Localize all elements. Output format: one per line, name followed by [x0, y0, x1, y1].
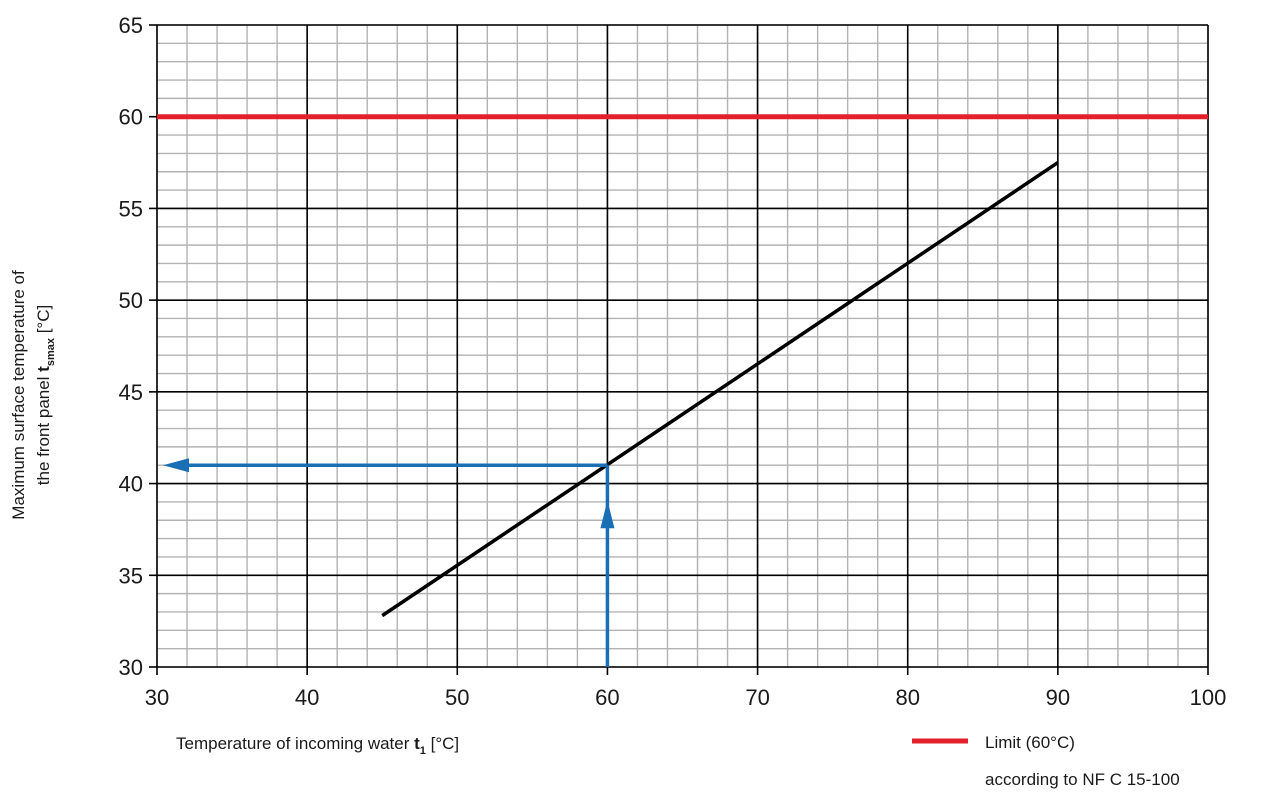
annotation-group — [163, 458, 615, 667]
x-tick-label: 50 — [445, 685, 469, 710]
minor-grid — [156, 24, 1209, 668]
y-axis-label-line1: Maximum surface temperature of — [9, 270, 28, 520]
x-tick-label: 70 — [745, 685, 769, 710]
reading-arrowhead-left — [163, 458, 189, 473]
y-tick-label: 40 — [119, 472, 143, 497]
x-tick-label: 40 — [295, 685, 319, 710]
y-axis-label-line2: the front panel tsmax [°C] — [34, 305, 57, 485]
y-tick-label: 50 — [119, 288, 143, 313]
series-group — [157, 114, 1208, 618]
series-line-surface-temperature — [381, 161, 1059, 618]
x-tick-label: 100 — [1190, 685, 1227, 710]
x-tick-label: 90 — [1046, 685, 1070, 710]
y-tick-label: 60 — [119, 105, 143, 130]
legend-label-line1: Limit (60°C) — [985, 733, 1075, 752]
y-tick-label: 35 — [119, 563, 143, 588]
y-tick-labels: 30 35 40 45 50 55 60 65 — [119, 13, 157, 680]
legend-label-line2: according to NF C 15-100 — [985, 770, 1180, 789]
major-grid — [156, 24, 1209, 668]
y-tick-label: 65 — [119, 13, 143, 38]
reading-arrowhead-up — [600, 500, 615, 529]
x-tick-label: 80 — [895, 685, 919, 710]
x-tick-labels: 30 40 50 60 70 80 90 100 — [145, 667, 1227, 710]
x-tick-label: 30 — [145, 685, 169, 710]
x-tick-label: 60 — [595, 685, 619, 710]
y-tick-label: 55 — [119, 196, 143, 221]
legend: Limit (60°C) according to NF C 15-100 — [912, 733, 1180, 789]
y-tick-label: 45 — [119, 380, 143, 405]
x-axis-label: Temperature of incoming water t1 [°C] — [176, 734, 459, 757]
y-axis-label: Maximum surface temperature of the front… — [9, 270, 57, 520]
y-tick-label: 30 — [119, 655, 143, 680]
